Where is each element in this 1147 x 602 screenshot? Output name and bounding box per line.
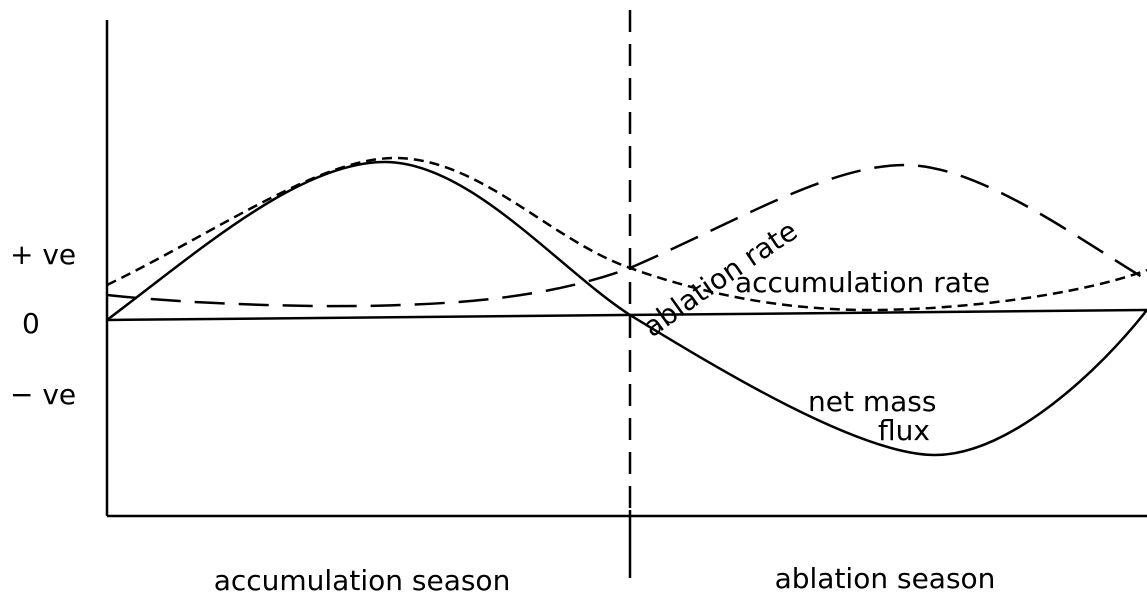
flux-label: flux xyxy=(878,414,930,447)
accumulation-rate-label: accumulation rate xyxy=(735,266,990,299)
accumulation-season-label: accumulation season xyxy=(214,564,511,597)
negative-label: − ve xyxy=(10,378,76,411)
ablation-season-label: ablation season xyxy=(775,562,996,595)
accumulation-rate-curve xyxy=(106,156,1147,312)
net-mass-label: net mass xyxy=(808,385,936,418)
positive-label: + ve xyxy=(10,238,76,271)
net-mass-flux-curve xyxy=(106,160,1147,457)
zero-line xyxy=(106,308,1147,322)
ablation-rate-curve xyxy=(106,163,1147,308)
zero-label: 0 xyxy=(22,307,40,340)
